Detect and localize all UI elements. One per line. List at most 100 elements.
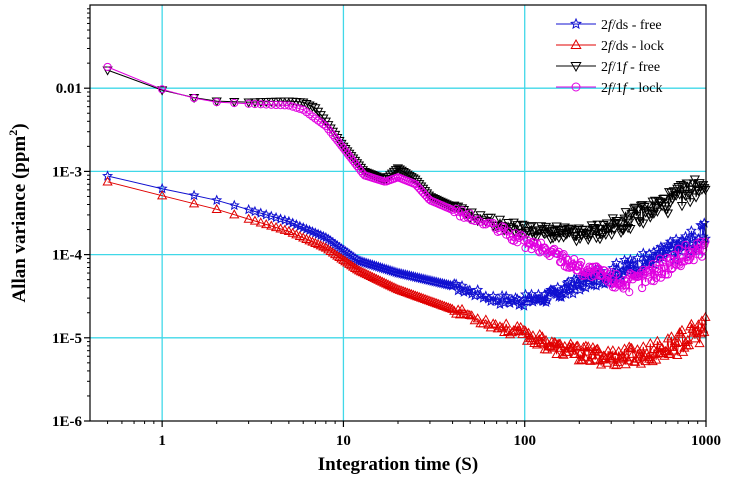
data-point [335,139,344,148]
data-point [476,217,485,226]
data-point [583,341,594,351]
data-point [647,197,658,207]
data-point [332,250,343,260]
data-point [573,279,585,290]
data-point [386,169,398,179]
data-point [357,267,368,277]
data-point [619,343,630,353]
data-point [343,149,352,158]
data-point [157,190,168,200]
data-point [541,294,553,305]
data-point [682,179,693,189]
data-point [519,236,529,245]
data-point [315,111,326,121]
data-point [327,247,339,257]
data-point [340,256,351,266]
data-point [347,154,356,163]
data-point [102,66,113,76]
data-point [330,248,341,259]
data-point [698,245,708,254]
y-tick-label: 1E-4 [52,248,83,264]
data-point [307,236,318,246]
data-point [350,159,360,168]
data-point [618,352,629,362]
data-point [574,234,586,244]
y-tick-label: 1E-3 [52,164,82,180]
data-point [685,225,697,236]
data-point [550,232,561,242]
data-point [685,198,696,208]
data-point [570,232,581,242]
data-point [369,272,380,282]
data-point [607,345,618,355]
x-tick-label: 100 [513,433,536,449]
series-4 [103,62,710,297]
data-point [348,261,359,271]
data-point [497,222,507,231]
data-point [689,333,701,343]
data-point [625,225,636,235]
data-point [629,203,641,213]
data-point [418,184,429,194]
data-point [609,278,619,287]
data-point [367,271,378,281]
data-point [325,245,336,255]
data-point [638,219,649,229]
data-point [373,274,384,284]
y-axis-title-superscript: 2 [6,130,20,136]
data-point [666,331,677,341]
data-point [256,100,265,109]
data-point [494,298,506,309]
data-point [692,325,703,335]
data-point [517,220,528,230]
data-point [688,245,697,254]
data-point [501,318,512,328]
data-point [353,265,365,275]
data-point [447,303,458,313]
data-point [667,195,678,205]
data-point [634,218,645,228]
data-point [511,293,523,304]
legend-marker [570,17,582,30]
data-point [593,346,604,356]
data-point [650,253,662,265]
data-point [454,207,463,216]
data-point [270,211,282,223]
data-point [537,331,548,341]
data-point [158,85,167,94]
data-point [625,288,634,297]
data-point [638,341,649,351]
data-point [355,266,367,276]
data-point [697,323,709,333]
data-point [628,204,640,214]
data-point [621,216,633,226]
data-point [643,247,655,259]
y-tick-label: 1E-5 [52,331,82,347]
data-point [546,227,557,237]
legend-label: 2f/1f - free [601,60,660,75]
data-point [627,258,639,270]
data-point [359,268,370,278]
data-point [461,210,471,220]
data-point [617,225,628,235]
data-point [489,219,498,228]
data-point [545,235,556,245]
data-point [212,98,221,107]
data-point [635,201,647,211]
data-point [267,100,276,109]
data-point [666,188,677,198]
data-point [637,201,648,211]
data-point [375,275,386,285]
x-axis-title: Integration time (S) [318,454,478,475]
data-point [365,270,376,281]
data-point [249,215,261,225]
data-point [518,300,530,311]
legend-label: 2f/ds - free [601,18,662,33]
data-point [642,201,654,211]
data-point [521,230,533,240]
data-point [344,258,355,268]
data-point [266,220,277,230]
data-point [243,213,254,223]
data-point [567,287,579,299]
